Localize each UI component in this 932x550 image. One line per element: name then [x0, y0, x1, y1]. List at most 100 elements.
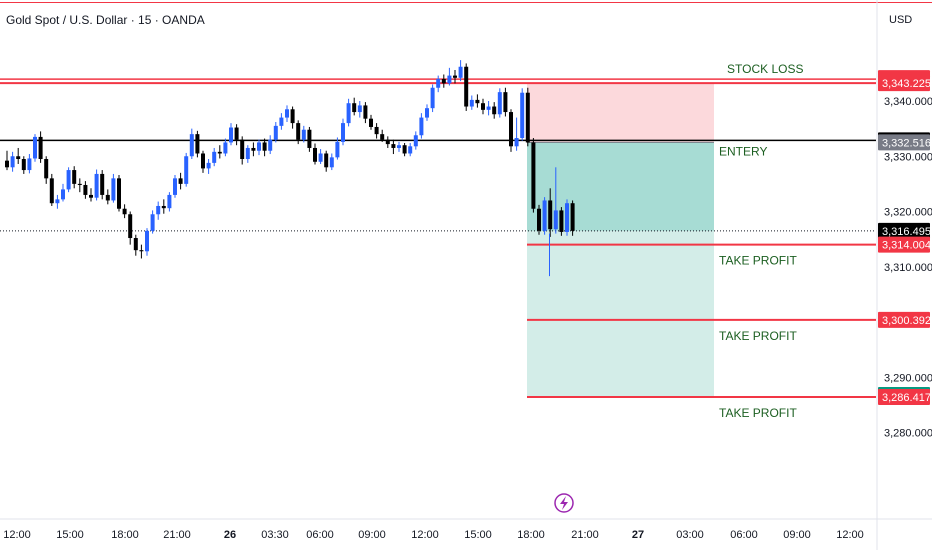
candle-body	[245, 147, 250, 160]
candle-body	[38, 136, 43, 160]
x-tick-label: 12:00	[836, 529, 864, 541]
candle-body	[453, 75, 457, 78]
x-tick-label: 12:00	[3, 529, 31, 541]
candle-body	[537, 208, 541, 231]
x-tick-label: 03:00	[676, 529, 704, 541]
y-tick-label: 3,320.000	[884, 207, 932, 219]
candle-body	[352, 103, 357, 113]
candle-body	[313, 147, 317, 162]
candle-body	[413, 135, 418, 147]
candle-body	[447, 75, 452, 84]
stop-loss-label: STOCK LOSS	[727, 62, 803, 76]
candle-body	[262, 142, 267, 151]
candle-body	[77, 183, 82, 185]
candle-body	[475, 99, 480, 104]
candle-body	[139, 250, 144, 252]
candle-body	[441, 78, 446, 84]
candle-body	[251, 147, 256, 151]
candle-body	[290, 109, 295, 124]
candle-body	[548, 200, 553, 230]
candle-body	[173, 178, 177, 195]
candle-body	[234, 127, 239, 140]
price-badge-label: 3,316.495	[882, 226, 931, 238]
candle-body	[105, 194, 110, 201]
entry-label: ENTERY	[719, 144, 767, 158]
price-badge-label: 3,286.417	[882, 392, 931, 404]
x-tick-label: 18:00	[111, 529, 139, 541]
candle-body	[150, 214, 155, 231]
candle-body	[55, 199, 60, 204]
candle-body	[481, 103, 485, 110]
candle-body	[268, 139, 273, 151]
candle-body	[464, 66, 469, 107]
take-profit-label: TAKE PROFIT	[719, 406, 797, 420]
candle-body	[49, 178, 54, 204]
take-profit-label: TAKE PROFIT	[719, 329, 797, 343]
candle-body	[369, 118, 373, 127]
x-tick-label: 09:00	[358, 529, 386, 541]
y-tick-label: 3,280.000	[884, 428, 932, 440]
price-badge	[878, 75, 930, 92]
candle-body	[397, 145, 401, 148]
candle-body	[329, 157, 334, 168]
candle-body	[229, 127, 233, 143]
candle-body	[341, 123, 345, 142]
candle-body	[279, 117, 284, 126]
x-tick-label: 03:30	[261, 529, 289, 541]
candle-body	[531, 142, 536, 209]
price-badge	[878, 222, 930, 239]
candle-body	[184, 156, 189, 184]
candle-body	[324, 153, 329, 168]
candle-body	[189, 134, 194, 157]
candle-body	[273, 125, 278, 140]
candle-body	[503, 92, 508, 113]
candle-body	[94, 173, 99, 198]
candle-body	[357, 105, 362, 113]
candle-body	[195, 134, 200, 154]
candle-body	[509, 112, 513, 147]
candle-body	[335, 141, 340, 158]
candle-body	[402, 145, 407, 154]
candle-body	[167, 194, 172, 209]
candle-body	[5, 160, 9, 168]
currency-button[interactable]: USD	[889, 14, 913, 26]
candle-body	[10, 156, 15, 168]
profit-zone	[527, 230, 714, 398]
lightning-icon	[560, 496, 568, 510]
price-badge-label: 3,300.392	[882, 315, 931, 327]
x-tick-label: 18:00	[517, 529, 545, 541]
candle-body	[486, 106, 491, 110]
candle-body	[212, 151, 217, 163]
candle-body	[89, 194, 93, 198]
candle-body	[240, 139, 245, 160]
candle-body	[156, 205, 161, 215]
x-tick-label: 21:00	[163, 529, 191, 541]
chart-title: Gold Spot / U.S. Dollar · 15 · OANDA	[6, 13, 205, 27]
candle-body	[122, 208, 127, 215]
price-badge-label: 3,332.516	[882, 137, 931, 149]
candle-body	[100, 173, 105, 195]
candle-body	[559, 210, 564, 232]
candle-body	[16, 156, 21, 160]
candle-body	[520, 92, 525, 139]
candle-body	[469, 99, 474, 107]
candle-body	[206, 162, 211, 169]
price-badge	[878, 389, 930, 406]
take-profit-label: TAKE PROFIT	[719, 254, 797, 268]
candle-body	[553, 210, 558, 230]
candle-body	[363, 105, 368, 119]
candle-body	[66, 170, 71, 190]
candle-body	[257, 142, 261, 151]
candle-body	[514, 138, 519, 147]
y-tick-label: 3,330.000	[884, 151, 932, 163]
x-tick-label: 12:00	[411, 529, 439, 541]
candle-body	[133, 238, 138, 251]
price-badge	[878, 134, 930, 151]
candle-body	[83, 184, 88, 195]
price-badge-label: 3,314.004	[882, 240, 931, 252]
candle-body	[565, 203, 569, 232]
candle-body	[391, 144, 396, 148]
x-tick-label: 26	[224, 529, 236, 541]
